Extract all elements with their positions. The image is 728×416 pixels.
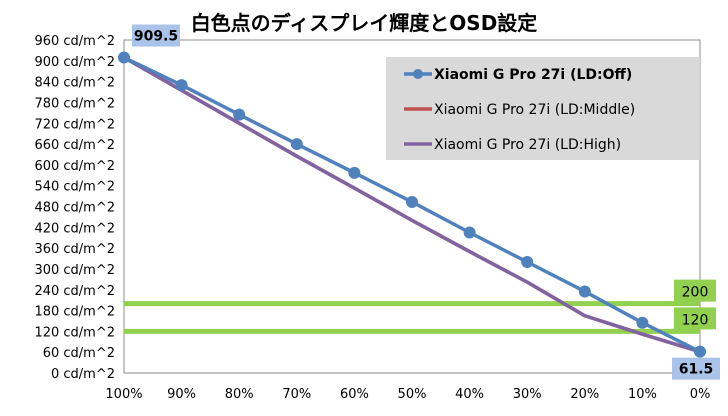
- data-point: [578, 285, 591, 298]
- data-point: [233, 108, 246, 121]
- x-tick-label: 40%: [455, 387, 484, 402]
- y-tick-label: 240 cd/m^2: [34, 284, 115, 299]
- y-tick-label: 0 cd/m^2: [51, 367, 115, 382]
- reference-label: 200: [682, 285, 709, 301]
- y-tick-label: 420 cd/m^2: [34, 221, 115, 236]
- data-label: 61.5: [679, 362, 714, 378]
- y-tick-label: 300 cd/m^2: [34, 263, 115, 278]
- data-point: [521, 256, 534, 268]
- legend-entry: Xiaomi G Pro 27i (LD:Middle): [434, 102, 635, 118]
- y-tick-label: 780 cd/m^2: [34, 96, 115, 111]
- data-point: [348, 166, 361, 179]
- data-point: [118, 51, 130, 64]
- y-tick-label: 60 cd/m^2: [43, 346, 115, 361]
- x-tick-label: 70%: [282, 387, 311, 402]
- x-tick-label: 60%: [340, 387, 369, 402]
- data-label: 909.5: [134, 29, 178, 45]
- reference-label: 120: [682, 312, 709, 328]
- data-point: [463, 226, 476, 239]
- data-label-box: [672, 357, 720, 380]
- y-tick-label: 600 cd/m^2: [34, 159, 115, 174]
- x-tick-label: 30%: [513, 387, 542, 402]
- legend-marker: [413, 69, 423, 79]
- x-tick-label: 20%: [570, 387, 599, 402]
- y-tick-label: 180 cd/m^2: [34, 305, 115, 320]
- x-tick-label: 90%: [167, 387, 196, 402]
- y-tick-label: 960 cd/m^2: [34, 34, 115, 49]
- y-tick-label: 540 cd/m^2: [34, 180, 115, 195]
- chart-title: 白色点のディスプレイ輝度とOSD設定: [191, 11, 538, 35]
- y-tick-label: 720 cd/m^2: [34, 117, 115, 132]
- x-tick-label: 100%: [105, 387, 142, 402]
- legend-entry: Xiaomi G Pro 27i (LD:Off): [434, 67, 632, 83]
- y-tick-label: 120 cd/m^2: [34, 325, 115, 340]
- y-tick-label: 660 cd/m^2: [34, 138, 115, 153]
- data-point: [290, 138, 303, 151]
- reference-label-box: [674, 307, 716, 330]
- legend-entry: Xiaomi G Pro 27i (LD:High): [434, 137, 621, 153]
- x-tick-label: 80%: [225, 387, 254, 402]
- x-tick-label: 50%: [398, 387, 427, 402]
- y-tick-label: 360 cd/m^2: [34, 242, 115, 257]
- x-tick-label: 0%: [690, 387, 711, 402]
- reference-label-box: [674, 279, 716, 302]
- y-tick-label: 480 cd/m^2: [34, 201, 115, 216]
- y-tick-label: 840 cd/m^2: [34, 76, 115, 91]
- data-label-box: [132, 24, 180, 47]
- series-line: [122, 55, 702, 354]
- data-point: [694, 345, 706, 358]
- x-tick-label: 10%: [628, 387, 657, 402]
- data-point: [636, 316, 649, 329]
- data-point: [175, 79, 188, 92]
- data-point: [406, 195, 418, 208]
- y-tick-label: 900 cd/m^2: [34, 55, 115, 70]
- legend: [386, 57, 700, 160]
